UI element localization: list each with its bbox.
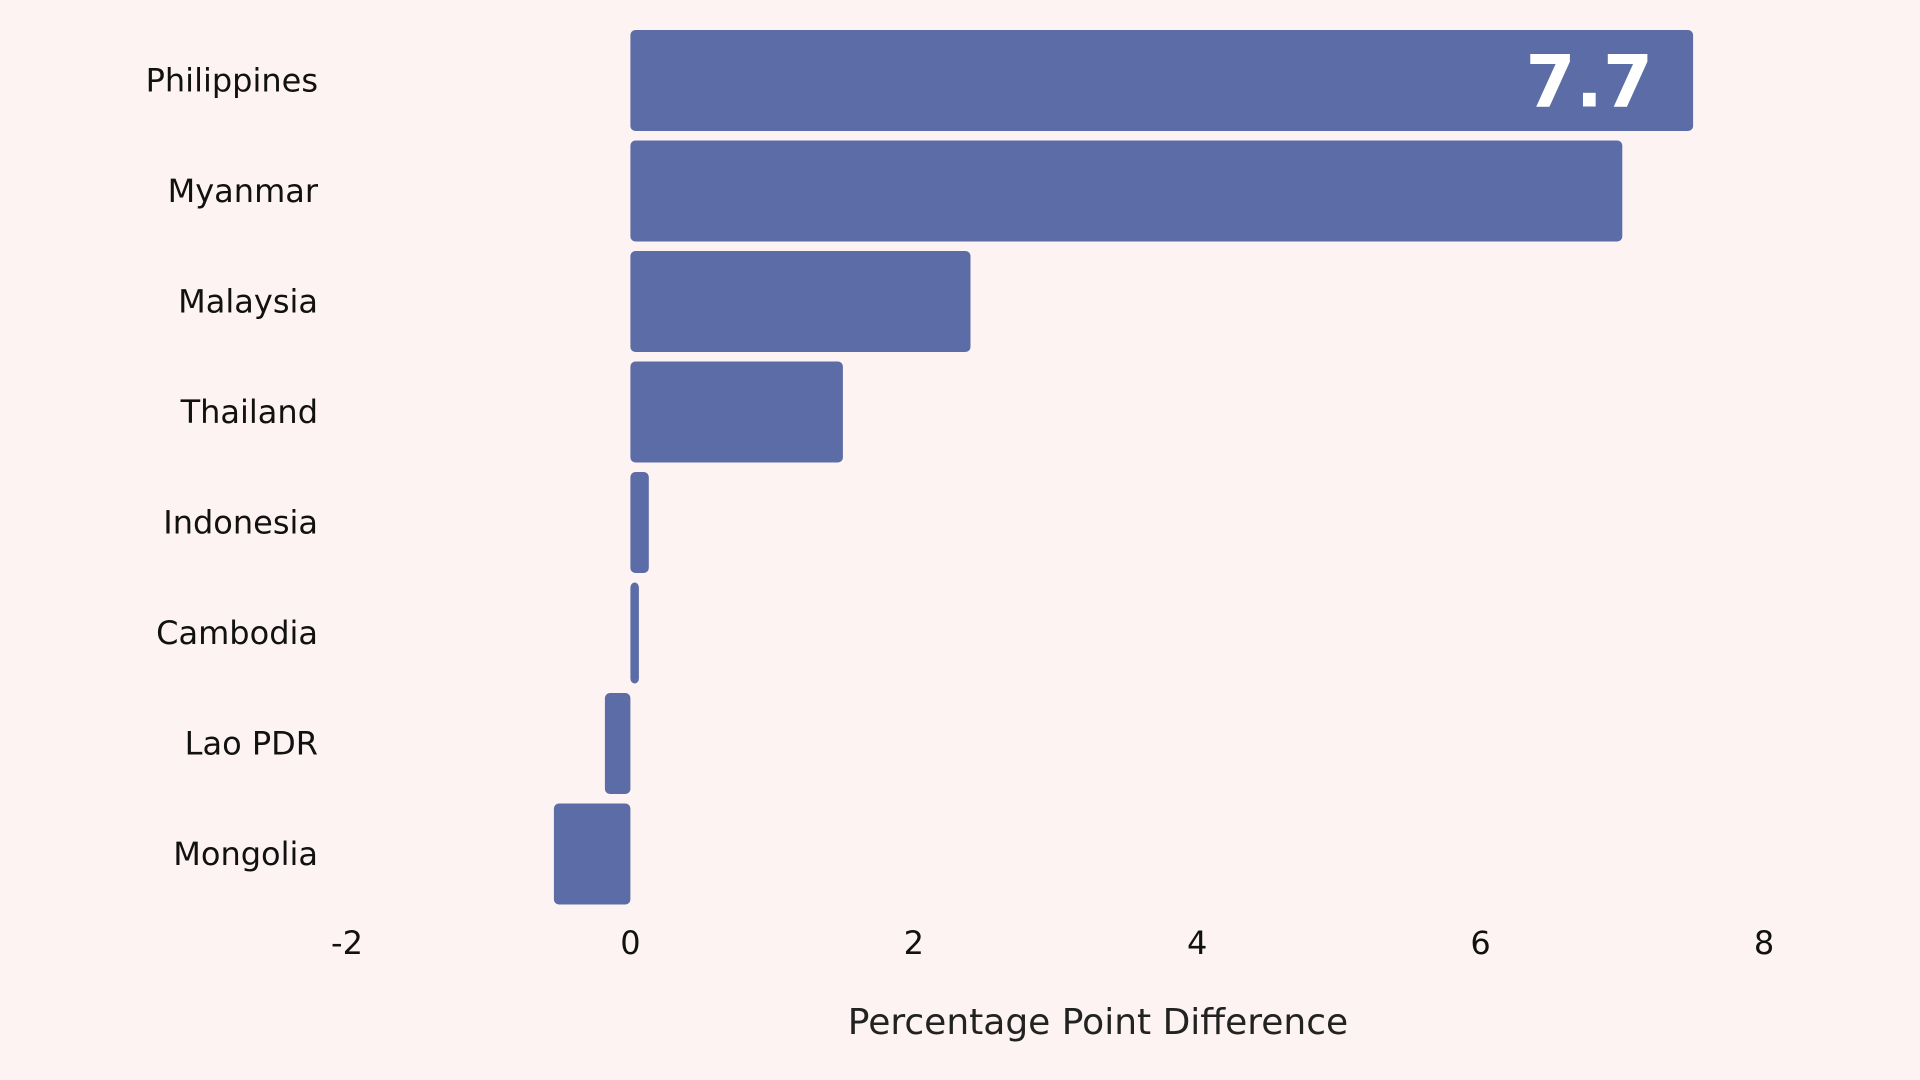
category-label: Thailand: [180, 393, 318, 431]
bar-philippines: [630, 30, 1694, 131]
bar-malaysia: [630, 251, 971, 352]
x-tick-label: -2: [331, 924, 363, 962]
x-tick-label: 2: [904, 924, 924, 962]
bar-thailand: [630, 361, 843, 463]
category-labels: Philippines Myanmar Malaysia Thailand Indone…: [146, 62, 319, 874]
data-label: 7.7: [1526, 40, 1654, 124]
x-tick-label: 6: [1470, 924, 1490, 962]
x-tick-label: 8: [1754, 924, 1774, 962]
x-tick-label: 0: [620, 924, 640, 962]
bar-myanmar: [630, 140, 1623, 242]
category-label: Lao PDR: [185, 725, 318, 763]
x-tick-label: 4: [1187, 924, 1207, 962]
category-label: Cambodia: [156, 614, 318, 652]
category-label: Indonesia: [163, 504, 318, 542]
category-label: Philippines: [146, 62, 318, 100]
bar-indonesia: [630, 472, 649, 573]
bars-group: [553, 30, 1694, 905]
category-label: Mongolia: [173, 835, 318, 873]
x-axis-ticks: -2 0 2 4 6 8: [331, 924, 1774, 962]
x-axis-title: Percentage Point Difference: [848, 1002, 1348, 1043]
bar-lao-pdr: [604, 693, 631, 794]
category-label: Myanmar: [168, 172, 319, 210]
bar-cambodia: [630, 582, 639, 684]
category-label: Malaysia: [178, 283, 318, 321]
data-labels: 7.7: [1526, 40, 1654, 124]
bar-mongolia: [553, 803, 631, 905]
